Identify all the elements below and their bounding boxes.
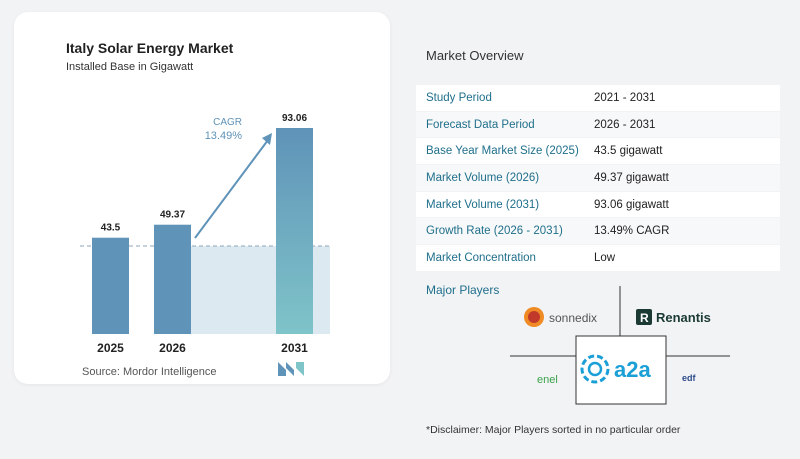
category-label-2026: 2026 (159, 341, 186, 355)
overview-label: Base Year Market Size (2025) (426, 145, 579, 158)
major-players-title: Major Players (426, 283, 500, 297)
value-label-2026: 49.37 (160, 210, 185, 221)
category-label-2031: 2031 (281, 341, 308, 355)
sonnedix-sun-icon (524, 307, 544, 327)
a2a-logo: a2a (614, 357, 651, 382)
value-label-2025: 43.5 (101, 223, 121, 234)
overview-label: Market Concentration (426, 251, 536, 264)
overview-value: 2026 - 2031 (594, 118, 656, 131)
renantis-logo: Renantis (656, 310, 711, 325)
overview-row: Market Concentration Low (416, 245, 780, 272)
overview-title: Market Overview (426, 48, 524, 63)
mordor-logo-icon (278, 362, 304, 376)
cagr-label: CAGR (213, 117, 242, 128)
bar-chart: 43.5 49.37 93.06 2025 2026 2031 CAGR 13.49% (80, 113, 330, 355)
sonnedix-logo: sonnedix (549, 311, 598, 325)
disclaimer-text: *Disclaimer: Major Players sorted in no … (426, 424, 681, 436)
overview-value: 93.06 gigawatt (594, 198, 669, 211)
bar-2031 (276, 128, 313, 334)
renantis-r-icon: R (636, 309, 652, 325)
overview-row: Study Period 2021 - 2031 (416, 85, 780, 112)
bar-2025 (92, 237, 129, 334)
cagr-arrow-head (262, 133, 272, 145)
overview-label: Study Period (426, 91, 492, 104)
chart-subtitle: Installed Base in Gigawatt (66, 61, 194, 73)
overview-label: Market Volume (2031) (426, 198, 540, 211)
overview-row: Base Year Market Size (2025) 43.5 gigawat… (416, 138, 780, 166)
edf-logo: edf (682, 373, 696, 383)
category-label-2025: 2025 (97, 341, 124, 355)
overview-row: Growth Rate (2026 - 2031) 13.49% CAGR (416, 218, 780, 246)
source-text: Source: Mordor Intelligence (82, 366, 217, 378)
overview-row: Market Volume (2026) 49.37 gigawatt (416, 165, 780, 192)
enel-logo: enel (537, 374, 558, 386)
overview-value: 43.5 gigawatt (594, 145, 663, 158)
overview-label: Forecast Data Period (426, 118, 535, 131)
overview-row: Market Volume (2031) 93.06 gigawatt (416, 191, 780, 219)
overview-label: Market Volume (2026) (426, 171, 540, 184)
svg-text:R: R (640, 311, 649, 325)
players-grid (510, 286, 730, 405)
cagr-value: 13.49% (205, 130, 243, 142)
overview-row: Forecast Data Period 2026 - 2031 (416, 111, 780, 139)
overview-table: Study Period 2021 - 2031 Forecast Data Pe… (416, 85, 780, 272)
a2a-globe-icon (580, 354, 610, 384)
overview-value: 2021 - 2031 (594, 91, 656, 104)
value-label-2031: 93.06 (282, 113, 307, 124)
overview-label: Growth Rate (2026 - 2031) (426, 225, 563, 238)
chart-title: Italy Solar Energy Market (66, 40, 234, 56)
overview-value: Low (594, 251, 616, 264)
overview-value: 49.37 gigawatt (594, 171, 669, 184)
bar-2026 (154, 224, 191, 334)
cagr-arrow (194, 139, 269, 239)
overview-value: 13.49% CAGR (594, 225, 670, 238)
